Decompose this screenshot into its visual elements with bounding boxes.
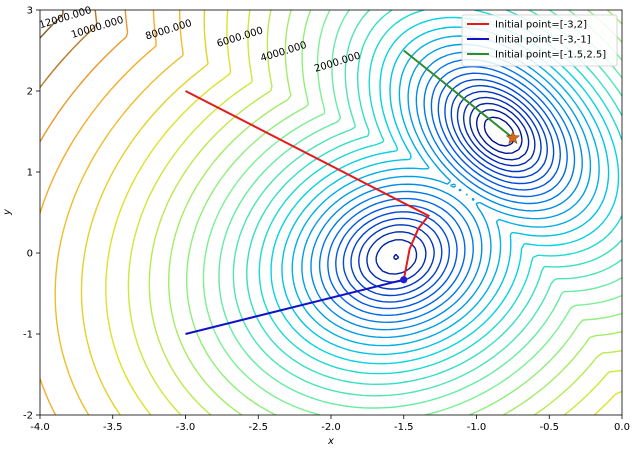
contour-line-5 xyxy=(358,90,542,290)
x-tick-label: 0.0 xyxy=(614,422,630,433)
contour-line-14 xyxy=(281,26,610,356)
series-line-0 xyxy=(185,90,431,280)
contour-label: 2000.000 xyxy=(313,50,362,74)
contour-lines xyxy=(40,10,622,415)
contour-line-2 xyxy=(393,109,523,261)
contour-line-23 xyxy=(148,10,622,415)
contour-line-25 xyxy=(105,10,622,415)
x-tick-label: -1.0 xyxy=(467,422,487,433)
contour-line-10 xyxy=(318,59,576,323)
contour-line-24 xyxy=(127,10,622,415)
contour-line-4 xyxy=(366,96,536,283)
y-tick-label: 0 xyxy=(27,249,33,260)
x-axis-label: x xyxy=(327,436,334,447)
series-end-star-2 xyxy=(505,130,521,145)
legend-label-0: Initial point=[-3,2] xyxy=(495,20,587,31)
contour-line-6 xyxy=(350,84,548,297)
series-line-2 xyxy=(403,49,514,139)
y-axis-ticks: -2 -1 0 1 2 3 xyxy=(23,6,40,422)
x-tick-label: -0.5 xyxy=(539,422,559,433)
y-tick-label: -1 xyxy=(23,330,33,341)
contour-label: 6000.000 xyxy=(216,25,265,49)
contour-line-28 xyxy=(40,10,157,415)
y-axis-label: y xyxy=(2,208,13,216)
y-tick-label: -2 xyxy=(23,411,33,422)
legend: Initial point=[-3,2] Initial point=[-3,-1… xyxy=(461,14,618,67)
legend-box xyxy=(461,14,618,67)
contour-line-27 xyxy=(54,10,184,415)
x-axis-ticks: -4.0 -3.5 -3.0 -2.5 -2.0 -1.5 -1.0 -0.5 0.0 xyxy=(30,415,630,433)
contour-line-3 xyxy=(375,102,530,275)
contour-line-7 xyxy=(342,78,555,303)
legend-label-1: Initial point=[-3,-1] xyxy=(495,35,591,46)
y-tick-label: 2 xyxy=(27,87,33,98)
legend-label-2: Initial point=[-1.5,2.5] xyxy=(495,50,606,61)
optimization-paths xyxy=(185,49,521,335)
contour-line-31 xyxy=(40,10,64,39)
x-tick-label: -2.5 xyxy=(248,422,268,433)
x-tick-label: -3.5 xyxy=(103,422,123,433)
contour-line-13 xyxy=(291,35,600,347)
x-tick-label: -1.5 xyxy=(394,422,414,433)
y-tick-label: 1 xyxy=(27,168,33,179)
series-line-1 xyxy=(185,278,405,335)
contour-line-8 xyxy=(335,72,561,310)
contour-line-11 xyxy=(310,51,583,331)
x-tick-label: -4.0 xyxy=(30,422,50,433)
contour-label: 8000.000 xyxy=(144,18,193,42)
contour-label: 4000.000 xyxy=(259,40,308,64)
contour-line-26 xyxy=(80,10,209,415)
x-tick-label: -2.0 xyxy=(321,422,341,433)
contour-line-22 xyxy=(168,10,622,415)
x-tick-label: -3.0 xyxy=(176,422,196,433)
series-end-point-1 xyxy=(400,276,408,284)
y-tick-label: 3 xyxy=(27,6,33,17)
